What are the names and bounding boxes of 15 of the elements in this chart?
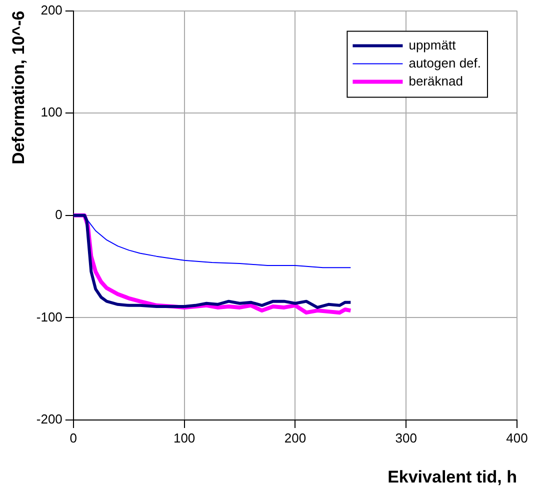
legend-label: beräknad: [408, 73, 463, 88]
y-axis-title: Deformation, 10^-6: [8, 10, 28, 164]
x-tick-label: 100: [173, 430, 196, 446]
y-tick-label: -200: [36, 412, 62, 427]
x-tick-label: 0: [70, 430, 78, 446]
y-tick-label: 100: [40, 104, 62, 120]
y-tick-label: -100: [36, 309, 62, 324]
y-tick-label: 0: [55, 206, 62, 222]
x-tick-label: 300: [395, 430, 417, 446]
legend-label: autogen def.: [408, 55, 482, 70]
x-tick-label: 400: [506, 430, 528, 446]
y-tick-label: 200: [40, 2, 62, 18]
x-tick-label: 200: [284, 430, 306, 446]
legend-label: uppmätt: [408, 37, 456, 52]
x-axis-title: Ekvivalent tid, h: [388, 467, 517, 486]
